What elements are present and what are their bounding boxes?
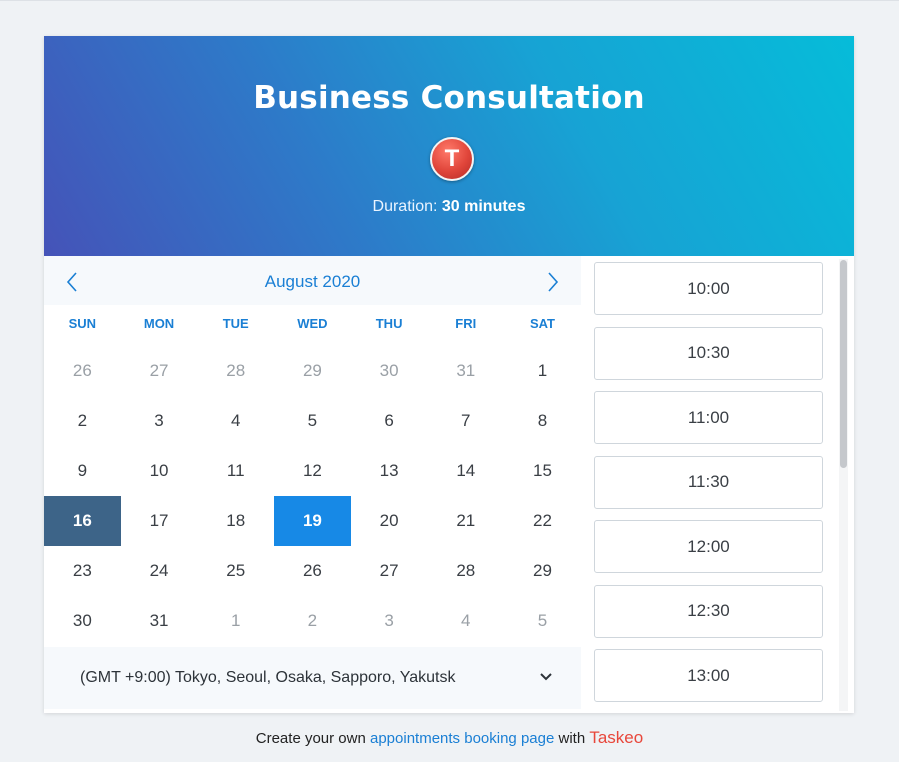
day-cell[interactable]: 17 bbox=[149, 511, 169, 530]
day-cell[interactable]: 18 bbox=[226, 511, 246, 530]
day-cell[interactable]: 26 bbox=[302, 561, 322, 580]
day-cell[interactable]: 10 bbox=[149, 461, 169, 480]
weekday-wed: WED bbox=[297, 316, 328, 331]
day-cell[interactable]: 9 bbox=[77, 461, 88, 480]
day-cell[interactable]: 13 bbox=[379, 461, 399, 480]
day-cell[interactable]: 2 bbox=[77, 411, 88, 430]
day-cell: 30 bbox=[379, 361, 399, 380]
day-cell: 31 bbox=[456, 361, 476, 380]
booking-header: Business Consultation T Duration: 30 min… bbox=[44, 36, 854, 256]
calendar: August 2020 SUN MON TUE WED THU FRI SAT 26 27 28… bbox=[44, 256, 581, 713]
day-cell[interactable]: 31 bbox=[149, 611, 169, 630]
day-cell[interactable]: 4 bbox=[230, 411, 241, 430]
footer-middle: with bbox=[558, 730, 586, 747]
day-cell: 26 bbox=[72, 361, 92, 380]
scrollbar[interactable] bbox=[839, 259, 848, 711]
weekday-mon: MON bbox=[143, 316, 175, 331]
day-cell: 28 bbox=[226, 361, 246, 380]
time-slot-button[interactable]: 12:30 bbox=[594, 584, 823, 638]
footer: Create your own appointments booking pag… bbox=[0, 728, 899, 748]
day-cell[interactable]: 1 bbox=[537, 361, 548, 380]
day-cell[interactable]: 21 bbox=[456, 511, 476, 530]
day-cell-today[interactable]: 16 bbox=[44, 496, 121, 546]
day-cell[interactable]: 12 bbox=[302, 461, 322, 480]
timezone-select[interactable]: (GMT +9:00) Tokyo, Seoul, Osaka, Sapporo… bbox=[44, 647, 581, 709]
day-cell[interactable]: 23 bbox=[72, 561, 92, 580]
day-cell[interactable]: 27 bbox=[379, 561, 399, 580]
avatar-letter: T bbox=[444, 145, 460, 172]
booking-card: Business Consultation T Duration: 30 min… bbox=[44, 36, 854, 713]
day-cell[interactable]: 20 bbox=[379, 511, 399, 530]
day-cell[interactable]: 28 bbox=[456, 561, 476, 580]
day-cell[interactable]: 25 bbox=[226, 561, 246, 580]
chevron-down-icon bbox=[540, 673, 552, 681]
day-cell: 2 bbox=[307, 611, 318, 630]
time-slot-button[interactable]: 10:30 bbox=[594, 326, 823, 380]
weekday-sun: SUN bbox=[68, 316, 97, 331]
day-cell: 27 bbox=[149, 361, 169, 380]
day-grid: 26 27 28 29 30 31 1 2 3 4 5 6 7 8 9 10 11 12 13 14 15 16 17 18 1… bbox=[44, 346, 581, 646]
day-cell[interactable]: 8 bbox=[537, 411, 548, 430]
month-label: August 2020 bbox=[264, 272, 361, 291]
day-cell[interactable]: 11 bbox=[226, 461, 245, 480]
day-cell: 29 bbox=[302, 361, 322, 380]
day-cell: 1 bbox=[230, 611, 241, 630]
time-slot-button[interactable]: 11:00 bbox=[594, 391, 823, 444]
day-cell[interactable]: 22 bbox=[533, 511, 552, 530]
next-month-button[interactable] bbox=[543, 270, 563, 294]
day-cell-selected[interactable]: 19 bbox=[274, 496, 351, 546]
day-cell[interactable]: 15 bbox=[533, 461, 552, 480]
time-slot-list: 10:00 10:30 11:00 11:30 12:00 12:30 13:00 bbox=[581, 256, 854, 713]
weekday-sat: SAT bbox=[529, 316, 555, 331]
day-cell: 5 bbox=[537, 611, 548, 630]
weekday-fri: FRI bbox=[455, 316, 477, 331]
scrollbar-thumb[interactable] bbox=[840, 260, 847, 468]
day-cell[interactable]: 6 bbox=[384, 411, 394, 430]
chevron-right-icon bbox=[548, 272, 559, 292]
time-slot-button[interactable]: 13:00 bbox=[594, 649, 823, 702]
time-slot-button[interactable]: 10:00 bbox=[594, 262, 823, 315]
day-cell[interactable]: 29 bbox=[533, 561, 552, 580]
duration-info: Duration: 30 minutes bbox=[44, 198, 854, 216]
day-cell: 4 bbox=[461, 611, 471, 630]
avatar: T bbox=[430, 137, 474, 181]
day-cell: 3 bbox=[384, 611, 394, 630]
day-cell[interactable]: 30 bbox=[72, 611, 92, 630]
chevron-left-icon bbox=[66, 272, 77, 292]
day-cell[interactable]: 14 bbox=[456, 461, 476, 480]
duration-value: 30 minutes bbox=[441, 198, 526, 215]
timezone-value: (GMT +9:00) Tokyo, Seoul, Osaka, Sapporo… bbox=[80, 669, 456, 686]
booking-page-link[interactable]: appointments booking page bbox=[370, 730, 555, 747]
weekday-tue: TUE bbox=[222, 316, 249, 331]
weekday-thu: THU bbox=[375, 316, 403, 331]
day-cell[interactable]: 3 bbox=[154, 411, 164, 430]
day-cell[interactable]: 7 bbox=[461, 411, 471, 430]
time-slot-button[interactable]: 11:30 bbox=[594, 455, 823, 509]
weekday-row: SUN MON TUE WED THU FRI SAT bbox=[44, 316, 581, 336]
taskeo-link[interactable]: Taskeo bbox=[589, 728, 644, 747]
footer-prefix: Create your own bbox=[255, 730, 366, 747]
duration-label: Duration: bbox=[372, 198, 438, 215]
page-title: Business Consultation bbox=[253, 80, 645, 116]
day-cell[interactable]: 5 bbox=[307, 411, 318, 430]
day-cell[interactable]: 24 bbox=[149, 561, 169, 580]
prev-month-button[interactable] bbox=[62, 270, 82, 294]
time-slot-button[interactable]: 12:00 bbox=[594, 520, 823, 573]
calendar-header: August 2020 bbox=[44, 256, 581, 305]
